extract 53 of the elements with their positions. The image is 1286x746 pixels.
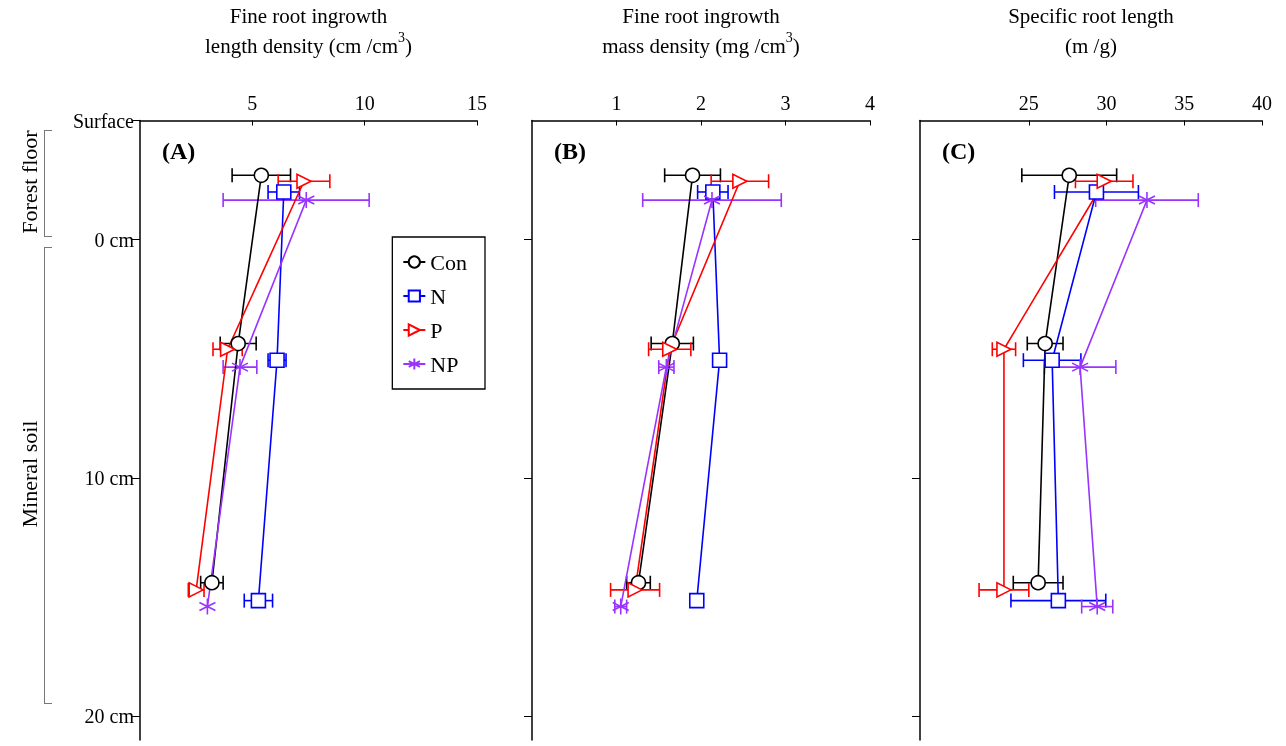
- x-tick-label: 15: [467, 91, 487, 114]
- y-tick-label: Surface: [72, 109, 135, 132]
- point: [996, 341, 1012, 358]
- point: [711, 352, 728, 368]
- text: Forest floor: [17, 130, 43, 235]
- x-tick-label: 4: [865, 91, 875, 114]
- point: [230, 335, 246, 352]
- x-axis-title: Specific root length (m /g): [1008, 3, 1175, 58]
- annotation: (C): [942, 138, 976, 165]
- point: [1096, 173, 1113, 190]
- point: [732, 173, 748, 190]
- point: [231, 358, 249, 376]
- point: [297, 191, 316, 209]
- point: [1050, 592, 1067, 609]
- x-tick-label: 10: [354, 91, 375, 114]
- x-tick-label: 3: [780, 91, 791, 114]
- text: Mineral soil: [17, 420, 43, 528]
- point: [703, 191, 721, 209]
- point: [198, 597, 217, 616]
- point: [1138, 191, 1156, 209]
- point: [296, 173, 312, 190]
- y-tick-label: 10 cm: [84, 466, 135, 489]
- legend-label: NP: [430, 351, 459, 377]
- legend-label: Con: [430, 249, 468, 275]
- x-tick-label: 40: [1252, 91, 1272, 114]
- point: [627, 582, 643, 598]
- point: [1071, 358, 1089, 376]
- annotation: (A): [162, 138, 196, 165]
- point: [684, 167, 701, 184]
- legend-label: N: [430, 283, 447, 309]
- point: [1044, 352, 1060, 368]
- x-tick-label: 5: [247, 91, 258, 114]
- y-tick-label: 0 cm: [94, 228, 135, 251]
- point: [1030, 574, 1046, 591]
- point: [219, 341, 236, 358]
- x-tick-label: 2: [696, 91, 706, 114]
- legend-label: P: [430, 317, 443, 343]
- point: [1061, 167, 1078, 184]
- annotation: (B): [554, 138, 586, 165]
- x-tick-label: 1: [611, 91, 622, 114]
- x-tick-label: 35: [1174, 91, 1195, 114]
- point: [275, 184, 292, 200]
- point: [661, 341, 678, 358]
- point: [688, 592, 705, 609]
- point: [1088, 597, 1107, 616]
- y-tick-label: 20 cm: [84, 705, 135, 728]
- point: [250, 592, 267, 609]
- point: [204, 574, 220, 591]
- point: [253, 167, 270, 184]
- x-tick-label: 25: [1018, 91, 1039, 114]
- x-tick-label: 30: [1096, 91, 1117, 114]
- point: [1037, 335, 1053, 352]
- point: [996, 582, 1012, 598]
